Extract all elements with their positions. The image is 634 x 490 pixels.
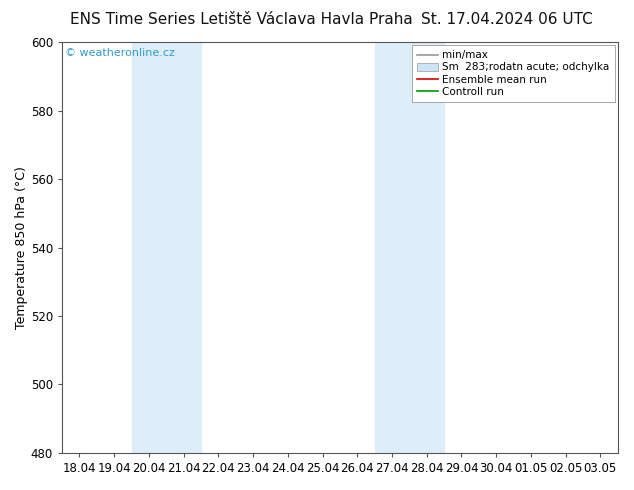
Text: © weatheronline.cz: © weatheronline.cz	[65, 48, 175, 58]
Legend: min/max, Sm  283;rodatn acute; odchylka, Ensemble mean run, Controll run: min/max, Sm 283;rodatn acute; odchylka, …	[412, 45, 614, 102]
Y-axis label: Temperature 850 hPa (°C): Temperature 850 hPa (°C)	[15, 166, 28, 329]
Text: St. 17.04.2024 06 UTC: St. 17.04.2024 06 UTC	[422, 12, 593, 27]
Bar	[375, 42, 444, 453]
Bar	[131, 42, 201, 453]
Text: ENS Time Series Letiště Václava Havla Praha: ENS Time Series Letiště Václava Havla Pr…	[70, 12, 412, 27]
